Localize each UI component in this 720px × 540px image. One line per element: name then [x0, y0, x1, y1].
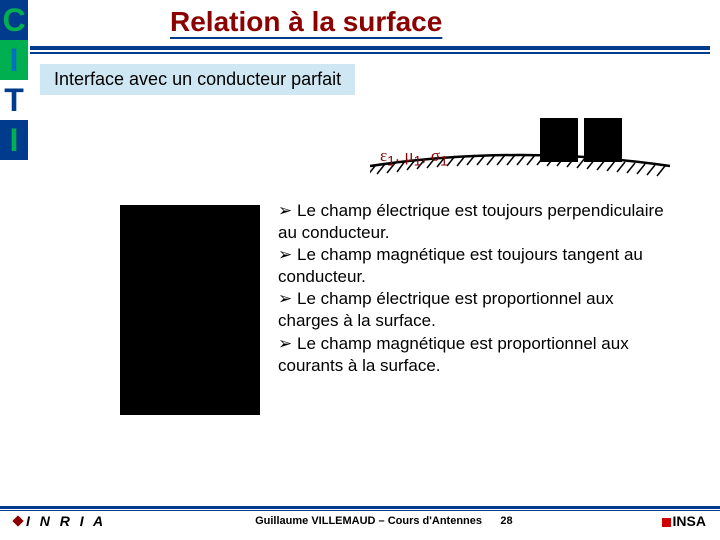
footer: I N R I A Guillaume VILLEMAUD – Cours d'… — [0, 506, 720, 540]
medium-params: ε1, μ1, σ1 — [380, 146, 448, 169]
page-title: Relation à la surface — [170, 6, 442, 38]
diagram-box-2 — [584, 118, 622, 162]
side-letter: I — [0, 40, 28, 80]
side-letter: T — [0, 80, 28, 120]
bullet-item: ➢ Le champ magnétique est proportionnel … — [278, 333, 678, 377]
bullet-arrow-icon: ➢ — [278, 201, 292, 220]
side-letter: I — [0, 120, 28, 160]
bullet-item: ➢ Le champ électrique est toujours perpe… — [278, 200, 678, 244]
title-underline — [30, 46, 710, 54]
page-number: 28 — [500, 515, 512, 527]
bullet-arrow-icon: ➢ — [278, 289, 292, 308]
insa-logo: INSA — [662, 513, 706, 529]
bullet-item: ➢ Le champ magnétique est toujours tange… — [278, 244, 678, 288]
inria-logo: I N R I A — [14, 513, 106, 529]
bullet-item: ➢ Le champ électrique est proportionnel … — [278, 288, 678, 332]
footer-center: Guillaume VILLEMAUD – Cours d'Antennes 2… — [255, 515, 513, 527]
diagram-box-1 — [540, 118, 578, 162]
side-logo: C I T I — [0, 0, 28, 260]
bullet-arrow-icon: ➢ — [278, 245, 292, 264]
interface-diagram: ε1, μ1, σ1 — [370, 118, 670, 198]
blank-black-block — [120, 205, 260, 415]
subtitle-tab: Interface avec un conducteur parfait — [40, 64, 355, 95]
side-letter: C — [0, 0, 28, 40]
bullet-arrow-icon: ➢ — [278, 334, 292, 353]
bullet-list: ➢ Le champ électrique est toujours perpe… — [278, 200, 678, 377]
